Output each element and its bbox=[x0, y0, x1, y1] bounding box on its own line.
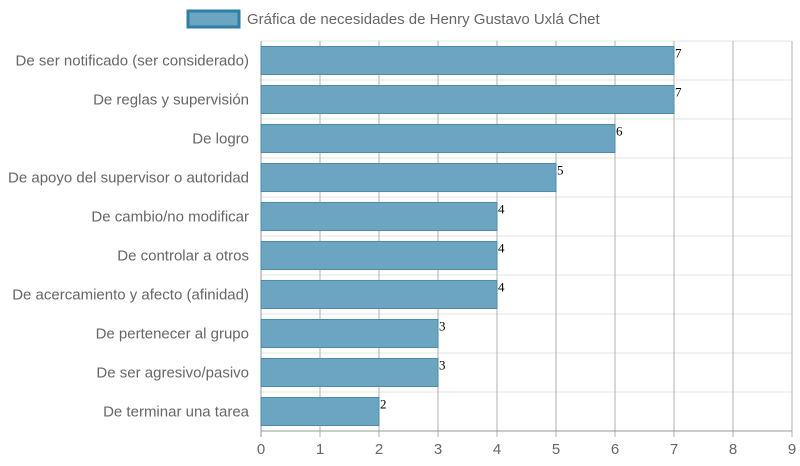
bar[interactable] bbox=[260, 357, 439, 388]
category-label: De pertenecer al grupo bbox=[96, 326, 249, 343]
bar-value-label: 3 bbox=[439, 357, 446, 372]
category-label: De cambio/no modificar bbox=[91, 209, 249, 226]
bar[interactable] bbox=[260, 123, 616, 154]
chart-bars bbox=[260, 45, 675, 427]
category-label: De ser agresivo/pasivo bbox=[96, 365, 249, 382]
x-tick-label: 3 bbox=[434, 441, 442, 458]
bar-value-label: 7 bbox=[675, 84, 682, 99]
category-label: De apoyo del supervisor o autoridad bbox=[8, 170, 249, 187]
x-tick-label: 9 bbox=[788, 441, 796, 458]
category-label: De logro bbox=[192, 131, 249, 148]
category-label: De ser notificado (ser considerado) bbox=[16, 53, 249, 70]
bar-value-label: 6 bbox=[616, 123, 623, 138]
bar-value-label: 4 bbox=[498, 279, 505, 294]
bar-value-label: 5 bbox=[557, 162, 564, 177]
x-tick-label: 1 bbox=[316, 441, 324, 458]
legend-swatch bbox=[186, 9, 241, 29]
category-labels: De ser notificado (ser considerado) De re… bbox=[8, 53, 250, 421]
legend-series-label: Gráfica de necesidades de Henry Gustavo … bbox=[247, 11, 601, 28]
bar-value-label: 2 bbox=[380, 396, 387, 411]
x-tick-label: 4 bbox=[493, 441, 501, 458]
category-label: De terminar una tarea bbox=[103, 404, 250, 421]
x-axis-tick-labels: 0 1 2 3 4 5 6 7 8 9 bbox=[257, 441, 796, 458]
x-tick-label: 8 bbox=[729, 441, 737, 458]
x-tick-label: 0 bbox=[257, 441, 265, 458]
bar[interactable] bbox=[260, 240, 498, 271]
category-label: De reglas y supervisión bbox=[93, 92, 249, 109]
bar-value-labels: 7 7 6 5 4 4 4 3 3 2 bbox=[380, 45, 682, 411]
bar-value-label: 4 bbox=[498, 240, 505, 255]
bar[interactable] bbox=[260, 279, 498, 310]
bar-value-label: 4 bbox=[498, 201, 505, 216]
category-label: De acercamiento y afecto (afinidad) bbox=[12, 287, 249, 304]
bar[interactable] bbox=[260, 162, 557, 193]
x-tick-label: 7 bbox=[670, 441, 678, 458]
chart-legend[interactable]: Gráfica de necesidades de Henry Gustavo … bbox=[186, 9, 601, 29]
bar-value-label: 7 bbox=[675, 45, 682, 60]
bar[interactable] bbox=[260, 318, 439, 349]
x-tick-label: 5 bbox=[552, 441, 560, 458]
bar-value-label: 3 bbox=[439, 318, 446, 333]
bar[interactable] bbox=[260, 45, 675, 76]
bar[interactable] bbox=[260, 201, 498, 232]
bar[interactable] bbox=[260, 84, 675, 115]
x-tick-label: 6 bbox=[611, 441, 619, 458]
bar[interactable] bbox=[260, 396, 380, 427]
x-tick-label: 2 bbox=[375, 441, 383, 458]
category-label: De controlar a otros bbox=[117, 248, 249, 265]
